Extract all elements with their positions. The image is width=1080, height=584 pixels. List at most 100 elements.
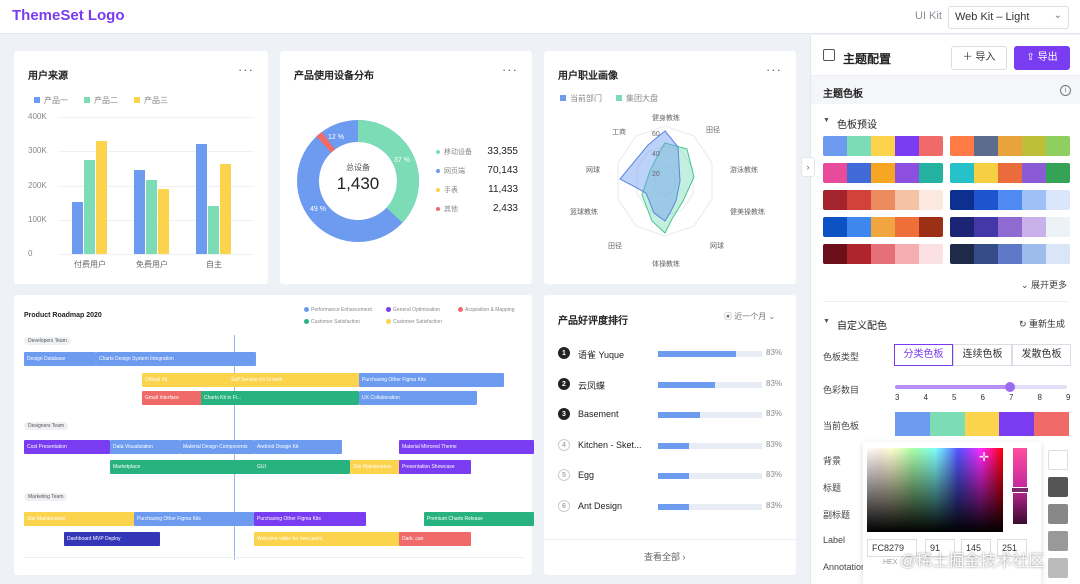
roadmap-bar[interactable]: Premium Charts Release — [424, 512, 534, 526]
preset-palette[interactable] — [823, 244, 943, 264]
roadmap-bar[interactable]: Cost Presentation — [24, 440, 110, 454]
roadmap-bar[interactable]: Marketplace — [110, 460, 260, 474]
g-input[interactable]: 145 — [961, 539, 991, 557]
picker-crosshair[interactable]: ✛ — [979, 450, 990, 464]
color-chip-background[interactable] — [1048, 450, 1068, 470]
collapse-handle[interactable]: › — [801, 157, 815, 177]
r-input[interactable]: 91 — [925, 539, 955, 557]
bar[interactable] — [196, 144, 207, 254]
roadmap-bar[interactable]: Presentation Showcase — [399, 460, 471, 474]
color-chip-label[interactable] — [1048, 531, 1068, 551]
roadmap-bar[interactable]: Site Maintenance — [24, 512, 134, 526]
info-icon[interactable]: i — [1060, 85, 1071, 96]
seg-categorical[interactable]: 分类色板 — [894, 344, 953, 366]
roadmap-bar[interactable]: Purchasing Other Figma Kits — [134, 512, 254, 526]
roadmap-bar[interactable]: Gmail Interface — [142, 391, 206, 405]
rank-row[interactable]: 1 语雀 Yuque 83% — [558, 347, 782, 361]
seg-diverging[interactable]: 发散色板 — [1012, 344, 1071, 366]
preset-palette[interactable] — [950, 136, 1070, 156]
rank-row[interactable]: 5 Egg 83% — [558, 469, 782, 483]
roadmap-bar[interactable]: Charts Kit in Fi... — [201, 391, 359, 405]
view-all-link[interactable]: 查看全部 › — [644, 552, 686, 562]
bar[interactable] — [208, 206, 219, 254]
more-icon[interactable]: ··· — [238, 62, 254, 77]
swatch — [998, 190, 1022, 210]
b-input[interactable]: 251 — [997, 539, 1027, 557]
roadmap-bar[interactable]: Welcome video for new users — [254, 532, 400, 546]
radar-tick: 20 — [652, 171, 660, 178]
count-slider-track[interactable] — [895, 382, 1067, 392]
roadmap-bar[interactable]: UX Collaboration — [359, 391, 477, 405]
current-palette[interactable] — [895, 412, 1069, 436]
panel-divider — [823, 301, 1069, 302]
roadmap-bar[interactable]: Material Mirrored Theme — [399, 440, 534, 454]
color-picker[interactable]: ✛ FC8279 91 145 251 HEX — [863, 442, 1041, 584]
preset-palette[interactable] — [950, 163, 1070, 183]
bar[interactable] — [146, 180, 157, 254]
color-chip-title[interactable] — [1048, 477, 1068, 497]
roadmap-bar[interactable]: Dark. can — [399, 532, 471, 546]
preset-palette[interactable] — [950, 244, 1070, 264]
preset-palette[interactable] — [823, 190, 943, 210]
preset-palette[interactable] — [823, 163, 943, 183]
roadmap-bar[interactable]: Purchasing Other Figma Kits — [254, 512, 366, 526]
caret-down-icon[interactable]: ▼ — [823, 117, 830, 124]
saturation-area[interactable] — [867, 448, 1003, 532]
roadmap-bar[interactable]: Purchasing Other Figma Kits — [359, 373, 504, 387]
bar[interactable] — [158, 188, 169, 254]
export-button[interactable]: ⇪ 导出 — [1014, 46, 1070, 70]
color-chip-annotation[interactable] — [1048, 558, 1068, 578]
rank-row[interactable]: 3 Basement 83% — [558, 408, 782, 422]
rank-row[interactable]: 2 云凤蝶 83% — [558, 377, 782, 392]
swatch — [847, 190, 871, 210]
roadmap-bar[interactable]: Design Database — [24, 352, 96, 366]
hex-input[interactable]: FC8279 — [867, 539, 917, 557]
period-select[interactable]: ▣ 近一个月 ⌄ — [724, 312, 776, 321]
swatch — [950, 217, 974, 237]
hue-slider[interactable] — [1013, 448, 1027, 524]
kit-select[interactable]: Web Kit – Light ⌄ — [948, 6, 1069, 29]
import-button[interactable]: ＋ 导入 — [951, 46, 1007, 70]
preset-palette[interactable] — [823, 136, 943, 156]
preset-palette[interactable] — [823, 217, 943, 237]
watermark: @稀土掘金技术社区 — [900, 553, 1045, 570]
bar[interactable] — [220, 164, 231, 254]
roadmap-bar[interactable]: Site Maintenance — [350, 460, 400, 474]
radar-axis-label: 网球 — [586, 167, 600, 174]
bar[interactable] — [72, 201, 83, 254]
bar[interactable] — [134, 170, 145, 254]
expand-more-button[interactable]: ⌄ 展开更多 — [1021, 280, 1068, 290]
legend-dot — [436, 150, 440, 154]
rank-row[interactable]: 6 Ant Design 83% — [558, 499, 782, 514]
refresh-icon: ↻ — [1019, 319, 1030, 329]
roadmap-bar[interactable]: Dashboard MVP Deploy — [64, 532, 160, 546]
regenerate-button[interactable]: ↻ 重新生成 — [1019, 319, 1066, 329]
caret-down-icon[interactable]: ▼ — [823, 318, 830, 325]
roadmap-bar[interactable]: GUI — [254, 460, 350, 474]
swatch — [895, 163, 919, 183]
roadmap-bar[interactable]: Material Design Components — [180, 440, 254, 454]
rank-row[interactable]: 4 Kitchen - Sket... 83% — [558, 438, 782, 453]
seg-sequential[interactable]: 连续色板 — [953, 344, 1012, 366]
swatch — [919, 136, 943, 156]
count-slider-thumb[interactable] — [1005, 382, 1015, 392]
roadmap-bar[interactable]: Data Visualization — [110, 440, 180, 454]
more-icon[interactable]: ··· — [502, 62, 518, 77]
roadmap-bar[interactable]: Charts Design System Integration — [96, 352, 256, 366]
swatch — [919, 244, 943, 264]
rank-name: 云凤蝶 — [578, 380, 606, 391]
preset-palette[interactable] — [950, 217, 1070, 237]
swatch — [871, 244, 895, 264]
swatch — [919, 217, 943, 237]
more-icon[interactable]: ··· — [766, 62, 782, 77]
hue-slider-thumb[interactable] — [1011, 487, 1029, 493]
bar[interactable] — [96, 140, 107, 254]
roadmap-bar[interactable]: Android Design Kit — [254, 440, 342, 454]
bar[interactable] — [84, 159, 95, 254]
preset-palette[interactable] — [950, 190, 1070, 210]
rank-fill — [658, 503, 690, 510]
roadmap-bar[interactable]: Official Kit — [142, 373, 230, 387]
legend-item: 产品一 — [34, 95, 68, 106]
color-chip-subtitle[interactable] — [1048, 504, 1068, 524]
roadmap-bar[interactable]: Self Service Kit Growth — [228, 373, 360, 387]
